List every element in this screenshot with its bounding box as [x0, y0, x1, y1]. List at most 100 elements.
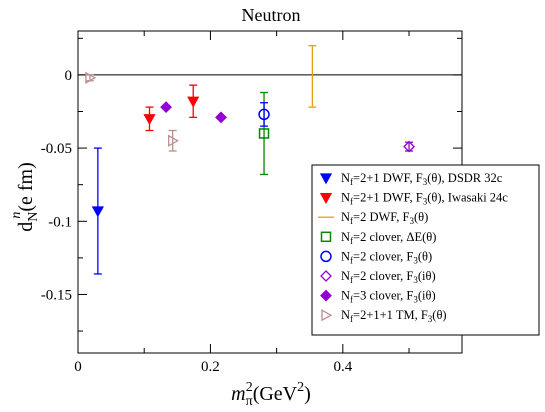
legend-label-part: f [350, 314, 353, 324]
legend-label-part: 3 [413, 275, 418, 285]
legend-label: Nf=2 clover, F3(θ) [341, 249, 432, 265]
data-point [308, 44, 317, 108]
triangle-down-marker [187, 96, 200, 108]
legend-label-part: 3 [423, 177, 428, 187]
y-tick-label: -0.05 [41, 141, 72, 157]
legend-label-part: (iθ) [418, 269, 436, 283]
legend-label-part: =2 clover, F [353, 249, 413, 263]
legend-label: Nf=2+1+1 TM, F3(θ) [341, 308, 447, 324]
y-label-sup: n [9, 212, 24, 219]
y-tick-labels: 0 -0.05 -0.1 -0.15 [41, 68, 72, 304]
legend-label-part: N [341, 269, 350, 283]
legend-label-part: (θ) [414, 210, 428, 224]
legend-label-part: (θ) [432, 308, 446, 322]
y-tick-label: -0.1 [48, 214, 72, 230]
legend-entry: Nf=3 clover, F3(iθ) [320, 289, 436, 305]
legend-label-part: N [341, 171, 350, 185]
x-tick-labels: 0 0.2 0.4 [74, 359, 352, 375]
legend-entry: Nf=2 clover, F3(iθ) [320, 269, 436, 285]
legend-label-part: (θ) [418, 249, 432, 263]
legend-label-part: N [341, 249, 350, 263]
diamond-marker [320, 270, 332, 282]
legend-label: Nf=2 clover, ΔE(θ) [341, 230, 436, 246]
circle-marker [258, 108, 270, 121]
x-label-sub: π [246, 394, 253, 409]
x-label-sup: 2 [246, 380, 253, 395]
data-point [91, 147, 104, 275]
legend-label-part: N [341, 308, 350, 322]
legend-label-part: =2 clover, F [353, 269, 413, 283]
diamond-marker [160, 101, 172, 114]
data-point [85, 71, 97, 84]
data-point [258, 102, 270, 127]
x-tick-label: 0.2 [201, 359, 220, 375]
diamond-marker [320, 289, 332, 302]
x-label-base: m [231, 383, 245, 405]
data-marks [85, 44, 415, 275]
legend-label-part: f [350, 275, 353, 285]
legend-label-part: (iθ) [418, 289, 436, 303]
legend-label-part: =2 clover, ΔE(θ) [353, 230, 436, 244]
legend-entry: Nf=2 clover, F3(θ) [320, 249, 432, 265]
legend-entry: Nf=2+1 DWF, F3(θ), DSDR 32c [319, 171, 503, 187]
x-tick-label: 0 [74, 359, 82, 375]
legend-label-part: N [341, 289, 350, 303]
y-tick-label: 0 [65, 68, 73, 84]
data-point [187, 84, 200, 119]
triangle-right-marker [85, 71, 97, 84]
legend-label-part: 3 [428, 314, 433, 324]
legend-box [311, 164, 540, 336]
legend-label-part: N [341, 191, 350, 205]
x-label-sup2: 2 [297, 380, 304, 395]
legend-label: Nf=2 clover, F3(iθ) [341, 269, 436, 285]
legend-label: Nf=2+1 DWF, F3(θ), DSDR 32c [341, 171, 503, 187]
legend-entry: Nf=2+1+1 TM, F3(θ) [321, 308, 447, 324]
legend-label-part: 3 [409, 216, 414, 226]
legend-label-part: 3 [423, 197, 428, 207]
legend-label-part: f [350, 236, 353, 246]
circle-marker [320, 250, 332, 263]
legend-entry: Nf=2 clover, ΔE(θ) [320, 230, 436, 246]
legend-label-part: f [350, 295, 353, 305]
legend-entry: Nf=2 DWF, F3(θ) [318, 210, 428, 226]
y-axis-label: dNn(e fm) [9, 162, 41, 232]
triangle-down-marker [319, 173, 333, 185]
y-label-sub: N [26, 212, 41, 222]
triangle-right-marker [168, 134, 180, 147]
legend-label-part: =2 DWF, F [353, 210, 409, 224]
legend-entry: Nf=2+1 DWF, F3(θ), Iwasaki 24c [319, 191, 508, 207]
square-marker [320, 231, 332, 243]
legend-label-part: =2+1+1 TM, F [353, 308, 428, 322]
data-point [215, 111, 227, 124]
legend-label-part: f [350, 255, 353, 265]
legend-label: Nf=2 DWF, F3(θ) [341, 210, 428, 226]
data-point [168, 129, 180, 152]
x-tick-label: 0.4 [333, 359, 352, 375]
square-marker [258, 128, 270, 139]
x-axis-label: mπ2(GeV2) [231, 380, 311, 409]
legend-label-part: f [350, 177, 353, 187]
data-point [403, 140, 415, 153]
y-label-base: d [15, 222, 37, 232]
diamond-marker [403, 140, 415, 153]
legend-label: Nf=2+1 DWF, F3(θ), Iwasaki 24c [341, 191, 508, 207]
x-label-rest: (GeV [253, 383, 298, 405]
legend-label-part: 3 [413, 255, 418, 265]
legend-label-part: =3 clover, F [353, 289, 413, 303]
data-point [143, 106, 156, 132]
triangle-down-marker [143, 114, 156, 126]
legend-label-part: f [350, 216, 353, 226]
data-point [160, 101, 172, 114]
legend-label-part: =2+1 DWF, F [353, 171, 423, 185]
x-label-close: ) [304, 383, 311, 405]
legend-label-part: (θ), Iwasaki 24c [427, 191, 508, 205]
legend-label-part: =2+1 DWF, F [353, 191, 423, 205]
legend-label: Nf=3 clover, F3(iθ) [341, 289, 436, 305]
triangle-down-marker [91, 206, 104, 218]
legend-label-part: f [350, 197, 353, 207]
y-tick-label: -0.15 [41, 287, 72, 303]
legend-label-part: N [341, 230, 350, 244]
y-label-rest: (e fm) [15, 162, 37, 211]
triangle-down-marker [319, 192, 333, 204]
